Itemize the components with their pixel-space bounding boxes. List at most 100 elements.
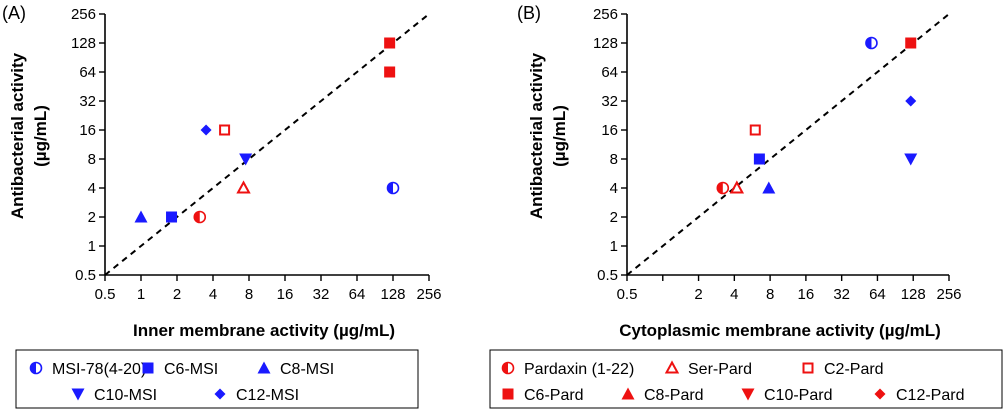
panel-a-legend-marker bbox=[142, 362, 154, 374]
panel-b-point-pardaxin-1-22 bbox=[716, 181, 730, 195]
panel-b-plot-area: 0.5 1 2 4 8 16 32 64 128 256 0.5 2 4 8 16 32 64 128 256 bbox=[593, 6, 962, 303]
panel-a-legend-label: MSI-78(4-20) bbox=[52, 361, 146, 378]
panel-a-x-tick-label: 32 bbox=[313, 286, 330, 303]
panel-b-point-ser-pard bbox=[729, 180, 745, 194]
panel-a-x-tick-label: 1 bbox=[137, 286, 145, 303]
panel-b-y-tick-label: 4 bbox=[610, 180, 618, 197]
panel-b-legend-marker bbox=[874, 388, 886, 400]
panel-b-point-c6-pard bbox=[905, 37, 917, 49]
panel-b-point-c12-msi bbox=[905, 95, 917, 107]
panel-a-point-msi-78-4-20 bbox=[386, 181, 400, 195]
panel-a-legend-label: C12-MSI bbox=[236, 387, 299, 404]
panel-b-legend-label: C6-Pard bbox=[524, 387, 584, 404]
panel-b-y-tick-label: 128 bbox=[593, 35, 618, 52]
panel-b-identity-line bbox=[626, 13, 950, 276]
panel-b-x-tick-label: 16 bbox=[798, 286, 815, 303]
panel-b-y-tick-label: 32 bbox=[601, 93, 618, 110]
panel-b: (B) Antibacterial activity (µg/mL) Cytop… bbox=[489, 3, 1003, 409]
panel-b-point-msi-78-4-20 bbox=[865, 36, 878, 50]
panel-a-point-c6-pard bbox=[384, 66, 396, 78]
panel-a-legend: MSI-78(4-20) C6-MSI C8-MSI C10-MSI C12-MSI bbox=[29, 361, 334, 404]
panel-b-legend-label: C8-Pard bbox=[644, 387, 704, 404]
panel-a-y-tick-label: 1 bbox=[88, 238, 96, 255]
panel-b-xlabel: Cytoplasmic membrane activity (µg/mL) bbox=[619, 321, 941, 340]
panel-a-x-tick-label: 64 bbox=[349, 286, 366, 303]
panel-b-legend-label: C10-Pard bbox=[764, 387, 832, 404]
panel-a-y-tick-label: 0.5 bbox=[75, 267, 96, 284]
panel-b-legend-label: C12-Pard bbox=[896, 387, 964, 404]
panel-a-legend-label: C10-MSI bbox=[94, 387, 157, 404]
panel-b-point-c8-msi bbox=[762, 181, 776, 194]
panel-a-legend-label: C6-MSI bbox=[164, 361, 218, 378]
panel-a-point-c2-pard bbox=[219, 124, 231, 136]
panel-b-y-tick-label: 1 bbox=[610, 238, 618, 255]
panel-a-y-tick-label: 64 bbox=[79, 64, 96, 81]
panel-b-x-tick-label: 2 bbox=[694, 286, 702, 303]
panel-b-y-tick-label: 8 bbox=[610, 151, 618, 168]
panel-b-legend-marker bbox=[664, 360, 680, 374]
panel-a-plot-area: 0.5 1 2 4 8 16 32 64 128 256 0.5 1 2 4 8 16 32 64 128 256 bbox=[71, 6, 442, 303]
panel-a-y-tick-label: 8 bbox=[88, 151, 96, 168]
panel-a-x-tick-label: 256 bbox=[416, 286, 441, 303]
panel-a-identity-line bbox=[104, 13, 430, 276]
panel-a-x-tick-label: 4 bbox=[209, 286, 217, 303]
panel-b-legend-marker bbox=[502, 388, 514, 400]
panel-a: (A) Antibacterial activity (µg/mL) Inner… bbox=[2, 3, 442, 409]
panel-b-x-tick-label: 0.5 bbox=[617, 286, 638, 303]
panel-b-x-tick-label: 4 bbox=[730, 286, 738, 303]
panel-b-point-c6-msi bbox=[753, 153, 765, 165]
panel-a-x-tick-label: 0.5 bbox=[95, 286, 116, 303]
panel-b-legend-marker bbox=[501, 361, 515, 375]
panel-a-ylabel-line1: Antibacterial activity bbox=[8, 52, 27, 219]
panel-b-x-tick-label: 32 bbox=[833, 286, 850, 303]
panel-a-y-tick-label: 32 bbox=[79, 93, 96, 110]
panel-a-ylabel-line2: (µg/mL) bbox=[31, 105, 50, 167]
panel-b-legend-marker bbox=[621, 387, 635, 400]
panel-a-y-tick-label: 4 bbox=[88, 180, 96, 197]
panel-a-x-tick-label: 8 bbox=[245, 286, 253, 303]
panel-b-x-tick-label: 8 bbox=[766, 286, 774, 303]
panel-b-x-tick-label: 128 bbox=[901, 286, 926, 303]
panel-a-legend-marker bbox=[71, 388, 85, 401]
panel-b-legend: Pardaxin (1-22) Ser-Pard C2-Pard C6-Pard C8-… bbox=[501, 360, 964, 404]
panel-a-point-ser-pard bbox=[236, 180, 251, 194]
panel-b-y-tick-label: 2 bbox=[610, 209, 618, 226]
panel-b-legend-label: Pardaxin (1-22) bbox=[524, 361, 634, 378]
panel-b-y-tick-label: 64 bbox=[601, 64, 618, 81]
panel-b-legend-label: Ser-Pard bbox=[688, 361, 752, 378]
panel-a-legend-label: C8-MSI bbox=[280, 361, 334, 378]
panel-a-point-pardaxin-1-22 bbox=[193, 210, 207, 224]
panel-b-legend-marker bbox=[741, 388, 755, 401]
panel-b-y-tick-label: 0.5 bbox=[597, 267, 618, 284]
panel-a-x-tick-label: 16 bbox=[277, 286, 294, 303]
panel-a-point-c10-msi bbox=[239, 153, 253, 166]
panel-a-y-tick-label: 2 bbox=[88, 209, 96, 226]
panel-b-point-c10-msi bbox=[904, 153, 918, 166]
panel-a-x-tick-label: 128 bbox=[380, 286, 405, 303]
panel-b-legend-box bbox=[489, 349, 1003, 409]
panel-a-legend-marker bbox=[257, 361, 271, 374]
panel-a-y-tick-label: 16 bbox=[79, 122, 96, 139]
panel-a-legend-box bbox=[15, 349, 419, 409]
panel-a-label: (A) bbox=[2, 3, 26, 23]
panel-b-ylabel-line1: Antibacterial activity bbox=[527, 52, 546, 219]
panel-b-label: (B) bbox=[517, 3, 541, 23]
panel-a-legend-marker bbox=[214, 388, 226, 400]
panel-b-x-tick-label: 256 bbox=[936, 286, 961, 303]
panel-b-legend-label: C2-Pard bbox=[824, 361, 884, 378]
panel-a-y-tick-label: 256 bbox=[71, 6, 96, 23]
panel-b-x-tick-label: 64 bbox=[869, 286, 886, 303]
panel-a-legend-marker bbox=[29, 361, 43, 375]
panel-b-y-tick-label: 16 bbox=[601, 122, 618, 139]
panel-a-y-tick-label: 128 bbox=[71, 35, 96, 52]
panel-b-y-tick-label: 256 bbox=[593, 6, 618, 23]
panel-a-point-c6-pard bbox=[384, 37, 396, 49]
panel-b-ylabel-line2: (µg/mL) bbox=[550, 105, 569, 167]
panel-a-xlabel: Inner membrane activity (µg/mL) bbox=[133, 321, 395, 340]
panel-a-point-c6-msi bbox=[166, 211, 178, 223]
panel-a-x-tick-label: 2 bbox=[173, 286, 181, 303]
panel-b-point-c2-pard bbox=[749, 124, 761, 136]
panel-b-legend-marker bbox=[802, 362, 814, 374]
panel-a-point-c12-msi bbox=[200, 124, 212, 136]
